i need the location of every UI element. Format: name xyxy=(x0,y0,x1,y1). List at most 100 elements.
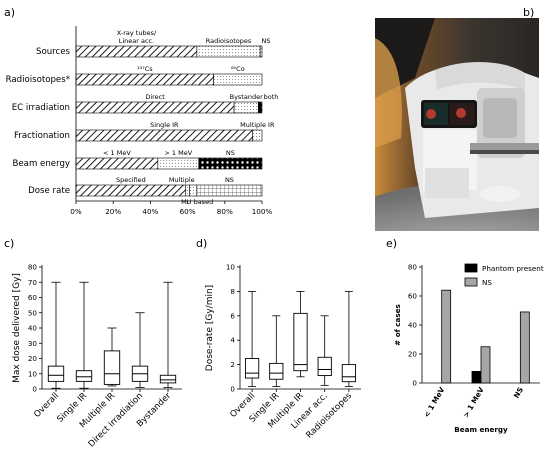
y-axis-title: Max dose delivered [Gy] xyxy=(12,273,22,383)
iqr-box xyxy=(293,312,308,372)
iqr-box xyxy=(159,374,177,384)
bar-segment xyxy=(252,129,263,142)
panel-a-letter: a) xyxy=(4,6,15,19)
segment-label: NS xyxy=(226,149,235,157)
y-axis-title: Dose-rate [Gy/min] xyxy=(205,285,215,371)
x-tick-label: 0% xyxy=(70,207,82,216)
panel-b-letter: b) xyxy=(523,6,534,19)
legend-label: NS xyxy=(482,278,492,287)
bar-ns xyxy=(441,289,452,384)
segment-label: ⁶⁰Co xyxy=(231,65,245,73)
row-label: Dose rate xyxy=(28,186,70,196)
bar-segment xyxy=(196,45,261,58)
x-tick-label: 60% xyxy=(180,207,196,216)
segment-label: Direct xyxy=(145,93,165,101)
segment-label: Single IR xyxy=(150,121,179,129)
iqr-box xyxy=(75,370,93,382)
bar-phantom xyxy=(471,370,482,384)
bar-segment xyxy=(75,101,235,114)
segment-label: both xyxy=(264,93,279,101)
y-tick-label: 2 xyxy=(230,360,235,369)
bar-segment xyxy=(198,157,263,170)
segment-label: Linear acc. xyxy=(119,37,154,45)
iqr-box xyxy=(317,356,332,377)
row-label: Radioisotopes* xyxy=(6,75,71,85)
y-tick-label: 80 xyxy=(408,263,418,272)
bar-segment xyxy=(157,157,200,170)
panel-d-letter: d) xyxy=(196,237,207,250)
bar-segment xyxy=(75,73,214,86)
segment-label: Bystander xyxy=(230,93,263,101)
segment-label: < 1 MeV xyxy=(103,149,131,157)
bar-segment xyxy=(75,184,187,197)
iqr-box xyxy=(47,365,65,382)
legend-swatch xyxy=(464,277,478,287)
y-tick-label: 40 xyxy=(408,321,418,330)
row-label: Fractionation xyxy=(14,131,70,141)
legend-swatch xyxy=(464,263,478,273)
bar-segment xyxy=(213,73,263,86)
y-tick-label: 10 xyxy=(28,369,38,378)
segment-label: NS xyxy=(225,176,234,184)
y-tick-label: 20 xyxy=(28,354,38,363)
panel-c-letter: c) xyxy=(4,237,14,250)
segment-label: X-ray tubes/ xyxy=(117,29,157,37)
bar-segment xyxy=(75,157,159,170)
x-tick-label: 100% xyxy=(252,207,273,216)
linac-photo xyxy=(375,18,539,231)
x-tick-label: 40% xyxy=(142,207,158,216)
y-tick-label: 60 xyxy=(28,293,38,302)
y-tick-label: 80 xyxy=(28,263,38,272)
x-tick-label: 80% xyxy=(217,207,233,216)
x-axis-title: Beam energy xyxy=(454,425,508,434)
bar-segment xyxy=(196,184,263,197)
bar-segment xyxy=(233,101,259,114)
linac-illustration xyxy=(375,18,539,231)
bar-segment xyxy=(75,45,198,58)
bar-segment xyxy=(189,184,198,197)
segment-label: Radioisotopes xyxy=(206,37,252,45)
y-tick-label: 20 xyxy=(408,350,418,359)
row-label: EC irradiation xyxy=(12,103,70,113)
legend-label: Phantom present xyxy=(482,264,544,273)
bar-segment xyxy=(75,129,253,142)
segment-label: > 1 MeV xyxy=(164,149,192,157)
y-tick-label: 70 xyxy=(28,278,38,287)
y-tick-label: 0 xyxy=(32,385,37,394)
y-tick-label: 30 xyxy=(28,339,38,348)
y-tick-label: 0 xyxy=(230,385,235,394)
y-tick-label: 10 xyxy=(226,263,236,272)
y-axis-title: # of cases xyxy=(393,304,402,346)
panel-c-boxplot: 0 10 20 30 40 50 60 70 80 Max dose delivered [Gy]… xyxy=(12,263,182,449)
segment-label: NS xyxy=(262,37,271,45)
x-tick-label: NS xyxy=(512,386,525,400)
y-tick-label: 60 xyxy=(408,292,418,301)
iqr-box xyxy=(244,358,260,379)
y-tick-label: 6 xyxy=(230,311,235,320)
y-tick-label: 8 xyxy=(230,287,235,296)
panel-a-stacked-bars: Sources X-ray tubes/Linear acc. Radioisoto… xyxy=(6,26,279,216)
y-tick-label: 4 xyxy=(230,336,235,345)
x-tick-label: < 1 MeV xyxy=(422,385,447,419)
bar-ns xyxy=(519,311,530,384)
panel-e-letter: e) xyxy=(386,237,397,250)
iqr-box xyxy=(269,362,284,380)
iqr-box xyxy=(341,364,357,383)
segment-label: ¹³⁷Cs xyxy=(137,65,153,73)
panel-e-bar-chart: 0 20 40 60 80 # of cases Beam energy < 1 MeV > 1… xyxy=(393,263,544,435)
bar-segment xyxy=(185,184,190,197)
segment-label: Multiple xyxy=(169,176,195,184)
segment-label: Multiple IR xyxy=(240,121,275,129)
row-label: Sources xyxy=(36,47,71,57)
segment-label: Specified xyxy=(116,176,146,184)
y-tick-label: 40 xyxy=(28,324,38,333)
bar-ns xyxy=(480,346,491,384)
row-label: Beam energy xyxy=(13,159,71,169)
bar-segment xyxy=(259,45,263,58)
iqr-box xyxy=(103,350,121,385)
bar-segment xyxy=(257,101,263,114)
segment-label: MU based xyxy=(181,198,213,206)
x-tick-label: 20% xyxy=(105,207,121,216)
